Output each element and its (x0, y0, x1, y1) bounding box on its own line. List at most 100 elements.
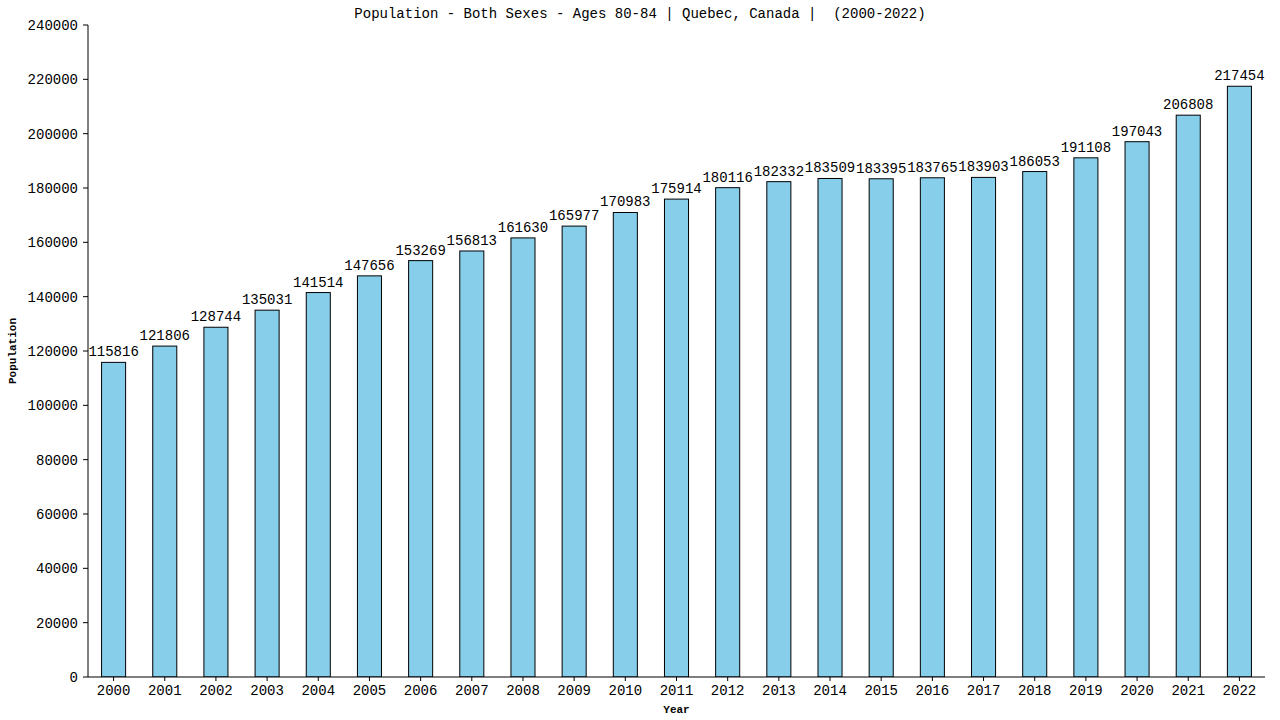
x-tick (778, 677, 779, 681)
y-tick (83, 133, 88, 134)
x-tick (267, 677, 268, 681)
bar (869, 179, 893, 677)
data-label: 165977 (549, 208, 599, 224)
bar (409, 261, 433, 677)
x-tick-label: 2018 (1018, 683, 1052, 699)
bars (102, 86, 1252, 677)
bar (1176, 115, 1200, 677)
x-tick-label: 2006 (404, 683, 438, 699)
bar (102, 362, 126, 677)
x-tick (318, 677, 319, 681)
x-tick (522, 677, 523, 681)
data-label: 183509 (805, 160, 855, 176)
data-label: 135031 (242, 292, 292, 308)
y-tick-label: 180000 (28, 181, 78, 197)
bar (357, 276, 381, 677)
x-tick-label: 2013 (762, 683, 796, 699)
y-tick-label: 120000 (28, 344, 78, 360)
y-tick (83, 568, 88, 569)
bar (1074, 158, 1098, 677)
x-tick-label: 2004 (301, 683, 335, 699)
x-tick-label: 2000 (97, 683, 131, 699)
y-tick-label: 240000 (28, 18, 78, 34)
bar (1023, 172, 1047, 677)
y-tick-label: 140000 (28, 290, 78, 306)
y-tick-label: 40000 (36, 561, 78, 577)
bar (920, 178, 944, 677)
data-label: 170983 (600, 194, 650, 210)
bar (204, 327, 228, 677)
x-tick (574, 677, 575, 681)
x-tick-label: 2011 (660, 683, 694, 699)
y-tick (83, 514, 88, 515)
x-tick (1034, 677, 1035, 681)
data-label: 183395 (856, 161, 906, 177)
bar (511, 238, 535, 677)
data-label: 121806 (140, 328, 190, 344)
x-tick-label: 2002 (199, 683, 233, 699)
y-tick-label: 80000 (36, 453, 78, 469)
data-label: 153269 (395, 243, 445, 259)
data-label: 197043 (1112, 124, 1162, 140)
x-tick (1085, 677, 1086, 681)
data-label: 191108 (1061, 140, 1111, 156)
x-tick-label: 2019 (1069, 683, 1103, 699)
data-label: 180116 (702, 170, 752, 186)
y-tick-label: 100000 (28, 398, 78, 414)
x-tick (830, 677, 831, 681)
x-tick (1137, 677, 1138, 681)
y-tick (83, 25, 88, 26)
x-tick (113, 677, 114, 681)
bar (664, 199, 688, 677)
x-tick (1239, 677, 1240, 681)
data-label: 147656 (344, 258, 394, 274)
bar (460, 251, 484, 677)
data-label: 182332 (754, 164, 804, 180)
y-tick-label: 200000 (28, 127, 78, 143)
x-tick (676, 677, 677, 681)
x-tick-label: 2001 (148, 683, 182, 699)
x-tick (369, 677, 370, 681)
x-tick-label: 2003 (250, 683, 284, 699)
data-label: 175914 (651, 181, 701, 197)
x-tick (625, 677, 626, 681)
y-tick (83, 405, 88, 406)
x-tick (881, 677, 882, 681)
bar (767, 182, 791, 677)
x-tick-label: 2020 (1120, 683, 1154, 699)
x-tick-label: 2009 (557, 683, 591, 699)
data-label: 186053 (1010, 154, 1060, 170)
bar (972, 177, 996, 677)
y-tick (83, 459, 88, 460)
y-tick-label: 60000 (36, 507, 78, 523)
y-tick (83, 622, 88, 623)
bar (153, 346, 177, 677)
x-tick-label: 2007 (455, 683, 489, 699)
x-tick (471, 677, 472, 681)
bar (613, 212, 637, 677)
x-tick-label: 2021 (1171, 683, 1205, 699)
x-tick-label: 2005 (353, 683, 387, 699)
y-tick-label: 220000 (28, 72, 78, 88)
x-tick-label: 2022 (1223, 683, 1257, 699)
data-label: 128744 (191, 309, 241, 325)
bar (716, 188, 740, 677)
x-tick-label: 2012 (711, 683, 745, 699)
x-tick-label: 2017 (967, 683, 1001, 699)
y-tick-label: 160000 (28, 235, 78, 251)
bar (1227, 86, 1251, 677)
x-axis-label: Year (663, 704, 689, 716)
y-tick (83, 188, 88, 189)
y-tick-label: 20000 (36, 616, 78, 632)
chart: Population - Both Sexes - Ages 80-84 | Q… (0, 0, 1280, 720)
data-label: 217454 (1214, 68, 1264, 84)
x-tick (1188, 677, 1189, 681)
y-axis-label: Population (7, 318, 19, 384)
x-tick-label: 2008 (506, 683, 540, 699)
y-tick (83, 79, 88, 80)
x-tick (932, 677, 933, 681)
x-tick-label: 2016 (916, 683, 950, 699)
y-tick (83, 351, 88, 352)
data-label: 206808 (1163, 97, 1213, 113)
x-tick-label: 2015 (864, 683, 898, 699)
